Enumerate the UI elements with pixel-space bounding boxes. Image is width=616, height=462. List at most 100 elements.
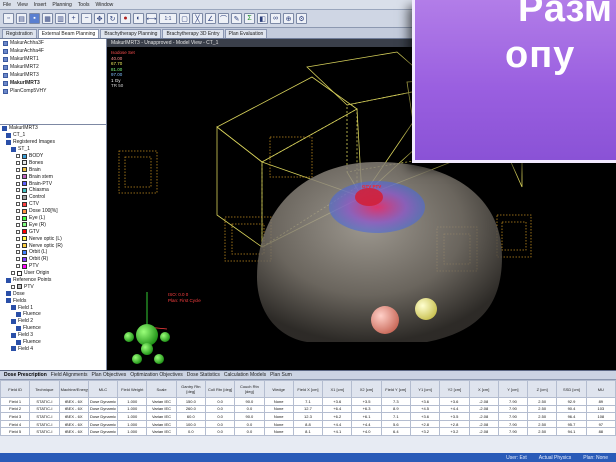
field-icon[interactable]: ▢ bbox=[179, 13, 190, 24]
visibility-checkbox[interactable] bbox=[16, 188, 20, 193]
visibility-checkbox[interactable] bbox=[11, 271, 15, 276]
tab-brachytherapy-planning[interactable]: Brachytherapy Planning bbox=[100, 29, 162, 38]
column-header[interactable]: Y2 [cm] bbox=[439, 380, 470, 398]
tree-node[interactable]: Dose 100[%] bbox=[0, 208, 106, 215]
tree-node[interactable]: PTV bbox=[0, 263, 106, 270]
column-header[interactable]: Scale bbox=[146, 380, 177, 398]
tree-node[interactable]: Reference Points bbox=[0, 277, 106, 284]
menu-window[interactable]: Window bbox=[95, 1, 114, 8]
visibility-checkbox[interactable] bbox=[11, 284, 15, 289]
zoom-combo[interactable]: 1:1 bbox=[159, 13, 177, 24]
menu-file[interactable]: File bbox=[3, 1, 12, 8]
tree-node[interactable]: Brain bbox=[0, 166, 106, 173]
table-row[interactable]: Field 2 STATIC-I tBEX - 6X Dose Dynamic 1.00… bbox=[0, 404, 616, 414]
tab-external-beam-planning[interactable]: External Beam Planning bbox=[37, 29, 100, 38]
column-header[interactable]: MLC bbox=[87, 380, 119, 398]
visibility-checkbox[interactable] bbox=[16, 195, 20, 200]
tree-node[interactable]: Orbit (R) bbox=[0, 256, 106, 263]
visibility-checkbox[interactable] bbox=[16, 154, 20, 158]
column-header[interactable]: Coll Rtn [deg] bbox=[204, 380, 236, 398]
contour-icon[interactable]: ✎ bbox=[231, 13, 242, 24]
calculate-icon[interactable]: Σ bbox=[244, 13, 255, 24]
menu-view[interactable]: View bbox=[17, 1, 28, 8]
tree-node[interactable]: Eye (L) bbox=[0, 215, 106, 222]
tree-node[interactable]: Field 1 bbox=[0, 304, 106, 311]
patient-item[interactable]: MakurIMRT3 bbox=[0, 79, 106, 87]
tree-node[interactable]: Bones bbox=[0, 159, 106, 166]
column-header[interactable]: Field Weight bbox=[117, 380, 148, 398]
column-header[interactable]: Machine/Energy bbox=[58, 380, 89, 398]
tree-node[interactable]: Fluence bbox=[0, 339, 106, 346]
tree-node[interactable]: BODY bbox=[0, 153, 106, 160]
tab-brachytherapy-3d-entry[interactable]: Brachytherapy 3D Entry bbox=[162, 29, 224, 38]
tree-node[interactable]: Fluence bbox=[0, 311, 106, 318]
visibility-checkbox[interactable] bbox=[16, 250, 20, 255]
tree-node[interactable]: Registered Images bbox=[0, 139, 106, 146]
visibility-checkbox[interactable] bbox=[16, 160, 20, 165]
tree-node[interactable]: Field 4 bbox=[0, 346, 106, 353]
visibility-checkbox[interactable] bbox=[16, 174, 20, 179]
tab-calculation-models[interactable]: Calculation Models bbox=[223, 372, 267, 378]
tab-plan-evaluation[interactable]: Plan Evaluation bbox=[224, 29, 268, 38]
3d-scene[interactable] bbox=[107, 47, 616, 370]
visibility-checkbox[interactable] bbox=[16, 222, 20, 227]
beam-icon[interactable]: ╳ bbox=[192, 13, 203, 24]
visibility-checkbox[interactable] bbox=[16, 229, 20, 234]
grid-icon[interactable]: ▦ bbox=[42, 13, 53, 24]
tree-node[interactable]: Fields bbox=[0, 297, 106, 304]
patient-item[interactable]: MakurIMRT2 bbox=[0, 63, 106, 71]
menu-insert[interactable]: Insert bbox=[33, 1, 47, 8]
table-row[interactable]: Field 5 STATIC-I tBEX - 6X Dose Dynamic 1.00… bbox=[0, 427, 616, 436]
visibility-checkbox[interactable] bbox=[16, 236, 20, 241]
table-row[interactable]: Field 4 STATIC-I tBEX - 6X Dose Dynamic 1.00… bbox=[0, 419, 616, 429]
tab-field-alignments[interactable]: Field Alignments bbox=[50, 372, 88, 378]
tree-node[interactable]: Nerve optic (R) bbox=[0, 242, 106, 249]
tree-node[interactable]: Nerve optic (L) bbox=[0, 235, 106, 242]
visibility-checkbox[interactable] bbox=[16, 181, 20, 186]
tree-node[interactable]: Brain-PTV bbox=[0, 180, 106, 187]
tree-node[interactable]: GTV bbox=[0, 228, 106, 235]
tab-dose-statistics[interactable]: Dose Statistics bbox=[186, 372, 220, 378]
table-row[interactable]: Field 1 STATIC-I tBEX - 6X Dose Dynamic 1.00… bbox=[0, 397, 616, 406]
target-icon[interactable]: ⊕ bbox=[283, 13, 294, 24]
angle-icon[interactable]: ∠ bbox=[205, 13, 216, 24]
visibility-checkbox[interactable] bbox=[16, 257, 20, 262]
patient-item[interactable]: MakurIMRT3 bbox=[0, 71, 106, 79]
visibility-checkbox[interactable] bbox=[16, 264, 20, 269]
pan-icon[interactable]: ✥ bbox=[94, 13, 105, 24]
patient-item[interactable]: PlanComp5VHY bbox=[0, 87, 106, 95]
patient-item[interactable]: MakurAchha3F bbox=[0, 39, 106, 47]
tab-registration[interactable]: Registration bbox=[2, 29, 37, 38]
tree-node[interactable]: Field 2 bbox=[0, 318, 106, 325]
column-header[interactable]: X2 [cm] bbox=[351, 380, 382, 398]
tree-node[interactable]: Field 3 bbox=[0, 332, 106, 339]
tree-node[interactable]: Eye (R) bbox=[0, 221, 106, 228]
window-level-icon[interactable]: ◐ bbox=[133, 13, 144, 24]
visibility-checkbox[interactable] bbox=[16, 216, 20, 221]
column-header[interactable]: Z [cm] bbox=[527, 380, 558, 398]
visibility-checkbox[interactable] bbox=[16, 167, 20, 172]
column-header[interactable]: Y1 [cm] bbox=[409, 380, 441, 398]
column-header[interactable]: Y [cm] bbox=[497, 380, 529, 398]
column-header[interactable]: X [cm] bbox=[468, 380, 499, 398]
tree-node[interactable]: Fluence bbox=[0, 325, 106, 332]
column-header[interactable]: Technique bbox=[29, 380, 60, 398]
tree-node[interactable]: Chiasma bbox=[0, 187, 106, 194]
tab-dose-prescription[interactable]: Dose Prescription bbox=[4, 372, 47, 378]
column-header[interactable]: Gantry Rtn [deg] bbox=[175, 380, 206, 398]
record-icon[interactable]: ● bbox=[120, 13, 131, 24]
zoom-in-icon[interactable]: + bbox=[68, 13, 79, 24]
patient-item[interactable]: MakurIMRT1 bbox=[0, 55, 106, 63]
tab-plan-objectives[interactable]: Plan Objectives bbox=[91, 372, 127, 378]
column-header[interactable]: MU bbox=[585, 380, 616, 398]
tree-node[interactable]: Control bbox=[0, 194, 106, 201]
menu-planning[interactable]: Planning bbox=[52, 1, 72, 8]
column-header[interactable]: SSD [cm] bbox=[556, 380, 587, 398]
column-header[interactable]: Field X [cm] bbox=[292, 380, 324, 398]
column-header[interactable]: Field ID bbox=[0, 380, 31, 398]
column-header[interactable]: Couch Rtn [deg] bbox=[234, 380, 265, 398]
visibility-checkbox[interactable] bbox=[16, 209, 20, 214]
tree-node[interactable]: User Origin bbox=[0, 270, 106, 277]
layout-icon[interactable]: ▥ bbox=[55, 13, 66, 24]
link-icon[interactable]: ∞ bbox=[270, 13, 281, 24]
